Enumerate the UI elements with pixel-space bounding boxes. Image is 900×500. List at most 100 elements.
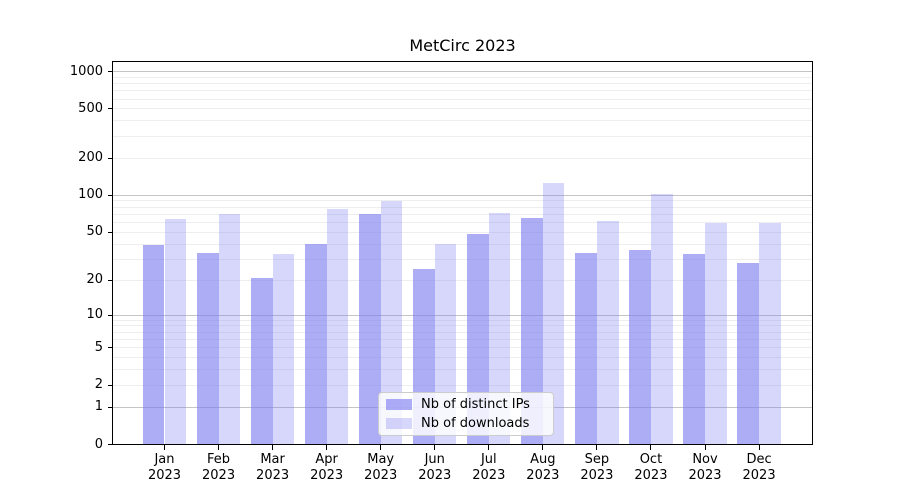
bar-distinct-ips-10 (629, 249, 651, 445)
y-tick-mark (107, 108, 113, 110)
y-tick-label: 50 (86, 224, 103, 240)
bar-downloads-10 (650, 194, 673, 445)
y-tick-mark (107, 314, 113, 316)
bar-distinct-ips-11 (683, 254, 705, 445)
minor-gridline (112, 157, 813, 159)
bar-distinct-ips-7 (467, 234, 489, 445)
minor-gridline (112, 357, 813, 359)
x-tick-label: May 2023 (364, 452, 398, 483)
bar-distinct-ips-9 (575, 252, 597, 445)
minor-gridline (112, 222, 813, 224)
x-tick-label: Oct 2023 (634, 452, 668, 483)
minor-gridline (112, 279, 813, 281)
x-tick-mark (434, 445, 436, 450)
chart-title: MetCirc 2023 (409, 36, 516, 55)
bar-downloads-4 (326, 209, 349, 445)
minor-gridline (112, 90, 813, 92)
y-tick-label: 200 (78, 150, 103, 166)
legend-row-distinct-ips: Nb of distinct IPs (386, 397, 553, 413)
x-tick-label: Dec 2023 (742, 452, 776, 483)
bar-downloads-2 (218, 213, 241, 445)
bar-downloads-1 (164, 219, 187, 445)
legend-row-downloads: Nb of downloads (386, 416, 553, 432)
y-tick-mark (107, 194, 113, 196)
bar-downloads-5 (380, 200, 403, 445)
bar-downloads-7 (488, 212, 511, 445)
minor-gridline (112, 98, 813, 100)
y-tick-label: 2 (94, 377, 103, 393)
x-tick-mark (650, 445, 652, 450)
bar-distinct-ips-12 (737, 262, 760, 445)
x-tick-label: Aug 2023 (526, 452, 560, 483)
legend-label-downloads: Nb of downloads (421, 415, 530, 431)
y-tick-label: 0 (94, 436, 103, 452)
x-tick-mark (218, 445, 220, 450)
x-tick-label: Mar 2023 (256, 452, 290, 483)
x-tick-label: Nov 2023 (688, 452, 722, 483)
minor-gridline (112, 213, 813, 215)
bar-downloads-11 (705, 222, 727, 445)
legend-swatch-distinct-ips (386, 399, 412, 410)
x-tick-mark (380, 445, 382, 450)
minor-gridline (112, 76, 813, 78)
x-tick-label: Apr 2023 (310, 452, 344, 483)
major-gridline (112, 194, 813, 196)
x-tick-label: Jan 2023 (147, 452, 182, 483)
y-tick-label: 500 (78, 100, 103, 116)
minor-gridline (112, 206, 813, 208)
y-tick-mark (107, 71, 113, 73)
y-tick-mark (107, 347, 113, 349)
bar-downloads-9 (596, 220, 619, 445)
minor-gridline (112, 384, 813, 386)
bar-distinct-ips-1 (142, 245, 165, 445)
x-tick-mark (272, 445, 274, 450)
legend: Nb of distinct IPs Nb of downloads (378, 392, 554, 436)
y-tick-label: 5 (94, 339, 103, 355)
x-tick-label: Jun 2023 (418, 452, 452, 483)
y-tick-mark (107, 157, 113, 159)
minor-gridline (112, 347, 813, 349)
x-tick-label: Jul 2023 (472, 452, 506, 483)
major-gridline (112, 71, 813, 73)
y-tick-mark (107, 231, 113, 233)
y-tick-label: 1000 (69, 63, 103, 79)
legend-swatch-downloads (386, 418, 412, 429)
bar-distinct-ips-4 (305, 244, 327, 445)
bar-downloads-12 (759, 223, 781, 445)
plot-border (112, 61, 813, 445)
y-tick-mark (107, 279, 113, 281)
minor-gridline (112, 120, 813, 122)
minor-gridline (112, 258, 813, 260)
x-tick-mark (542, 445, 544, 450)
minor-gridline (112, 338, 813, 340)
x-tick-mark (704, 445, 706, 450)
minor-gridline (112, 243, 813, 245)
minor-gridline (112, 331, 813, 333)
minor-gridline (112, 83, 813, 85)
x-tick-mark (758, 445, 760, 450)
y-tick-label: 10 (86, 307, 103, 323)
y-tick-mark (107, 444, 113, 445)
bar-distinct-ips-5 (359, 213, 381, 445)
bar-downloads-3 (272, 254, 295, 445)
bar-downloads-8 (542, 183, 565, 445)
minor-gridline (112, 135, 813, 137)
y-tick-label: 100 (78, 187, 103, 203)
minor-gridline (112, 319, 813, 321)
x-tick-mark (488, 445, 490, 450)
y-tick-mark (107, 406, 113, 408)
bar-distinct-ips-3 (250, 277, 273, 445)
minor-gridline (112, 200, 813, 202)
minor-gridline (112, 108, 813, 110)
bar-distinct-ips-8 (521, 218, 543, 445)
major-gridline (112, 314, 813, 316)
y-tick-label: 20 (86, 272, 103, 288)
x-tick-mark (164, 445, 165, 450)
minor-gridline (112, 369, 813, 371)
x-tick-mark (326, 445, 328, 450)
x-tick-label: Feb 2023 (202, 452, 236, 483)
bar-distinct-ips-2 (196, 252, 219, 445)
